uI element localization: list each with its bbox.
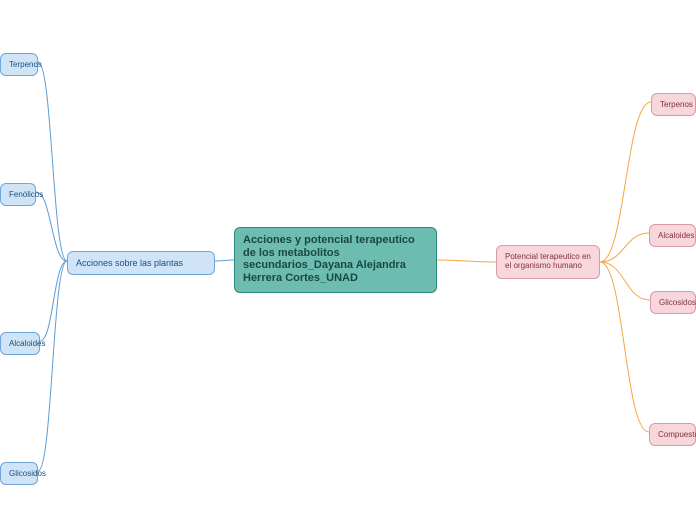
leaf-fenolicos[interactable]: Fenólicos	[0, 183, 36, 206]
leaf-glicosidos-right[interactable]: Glicosidos	[650, 291, 696, 314]
mindmap-stage: Acciones y potencial terapeutico de los …	[0, 0, 696, 520]
central-topic-label: Acciones y potencial terapeutico de los …	[243, 234, 415, 284]
branch-label: Potencial terapeutico en el organismo hu…	[505, 252, 591, 270]
leaf-compuestos[interactable]: Compuestos	[649, 423, 696, 446]
leaf-glicosidos-left[interactable]: Glicosidos	[0, 462, 38, 485]
leaf-alcaloides-right[interactable]: Alcaloides	[649, 224, 696, 247]
leaf-label: Terpenos	[660, 100, 693, 109]
leaf-label: Fenólicos	[9, 190, 43, 199]
leaf-label: Alcaloides	[9, 339, 45, 348]
leaf-label: Glicosidos	[659, 298, 696, 307]
leaf-terpenos-left[interactable]: Terpenos	[0, 53, 38, 76]
leaf-alcaloides-left[interactable]: Alcaloides	[0, 332, 40, 355]
branch-potencial-humano[interactable]: Potencial terapeutico en el organismo hu…	[496, 245, 600, 279]
leaf-label: Terpenos	[9, 60, 42, 69]
leaf-label: Alcaloides	[658, 231, 694, 240]
leaf-label: Glicosidos	[9, 469, 46, 478]
branch-acciones-plantas[interactable]: Acciones sobre las plantas	[67, 251, 215, 275]
branch-label: Acciones sobre las plantas	[76, 258, 183, 268]
central-topic[interactable]: Acciones y potencial terapeutico de los …	[234, 227, 437, 293]
leaf-terpenos-right[interactable]: Terpenos	[651, 93, 696, 116]
leaf-label: Compuestos	[658, 430, 696, 439]
